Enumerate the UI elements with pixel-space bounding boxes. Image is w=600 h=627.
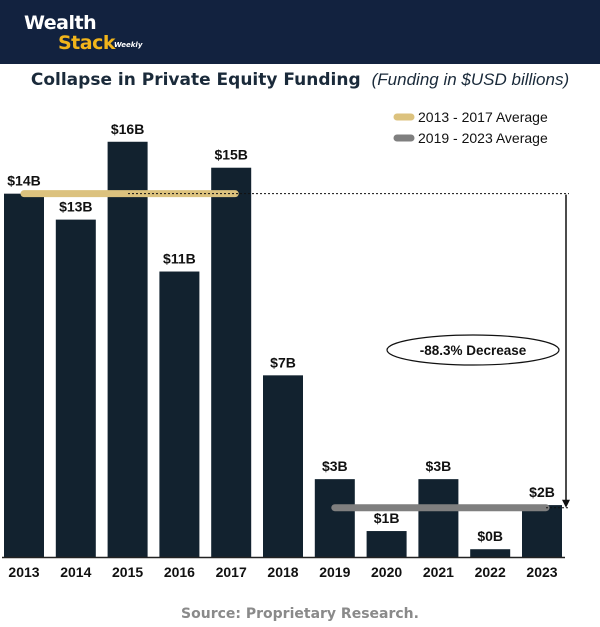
bar-2016	[159, 271, 200, 557]
brand-logo-word3: Weekly	[114, 41, 143, 49]
x-tick-2023: 2023	[526, 564, 557, 580]
bar-chart: $14B 2013 $13B 2014 $16B 2015 $11B 2016 $15B 2017…	[2, 109, 570, 580]
data-label-2021: $3B	[426, 458, 452, 474]
bar-2021	[418, 479, 459, 557]
chart-subtitle: (Funding in $USD billions)	[371, 70, 570, 89]
x-tick-2014: 2014	[60, 564, 91, 580]
brand-logo-word2: Stack	[58, 32, 116, 54]
annotation-ellipse	[386, 334, 560, 366]
chart-title: Collapse in Private Equity Funding	[30, 70, 361, 90]
source-note: Source: Proprietary Research.	[181, 606, 419, 622]
x-tick-2021: 2021	[423, 564, 454, 580]
legend-label-1: 2013 - 2017 Average	[418, 109, 548, 125]
legend-label-2: 2019 - 2023 Average	[418, 130, 548, 146]
data-label-2017: $15B	[214, 147, 247, 163]
brand-logo-word1: Wealth	[24, 12, 97, 34]
data-label-2014: $13B	[59, 199, 92, 215]
x-tick-2016: 2016	[164, 564, 195, 580]
x-tick-2013: 2013	[8, 564, 39, 580]
x-tick-2022: 2022	[475, 564, 506, 580]
x-tick-2018: 2018	[267, 564, 298, 580]
bar-2017	[211, 167, 252, 557]
x-tick-2019: 2019	[319, 564, 350, 580]
annotation-text: -88.3% Decrease	[420, 343, 527, 358]
x-tick-2017: 2017	[216, 564, 247, 580]
data-label-2022: $0B	[477, 528, 503, 544]
bar-2023	[522, 505, 562, 557]
chart-title-row: Collapse in Private Equity Funding (Fund…	[0, 69, 600, 90]
data-label-2019: $3B	[322, 458, 348, 474]
bar-2020	[366, 531, 407, 557]
decrease-arrow-head	[562, 499, 570, 508]
data-label-2018: $7B	[270, 354, 296, 370]
header-banner: Wealth Stack Weekly	[0, 0, 600, 64]
data-label-2023: $2B	[529, 484, 555, 500]
bar-2014	[55, 219, 96, 557]
bar-2022	[470, 549, 511, 557]
bar-2018	[263, 375, 303, 557]
data-label-2020: $1B	[374, 510, 400, 526]
bar-2015	[107, 141, 148, 557]
data-label-2013: $14B	[7, 173, 40, 189]
bar-2013	[4, 193, 44, 557]
x-tick-2020: 2020	[371, 564, 402, 580]
bar-2019	[314, 479, 355, 557]
data-label-2016: $11B	[163, 251, 196, 267]
data-label-2015: $16B	[111, 121, 144, 137]
x-tick-2015: 2015	[112, 564, 143, 580]
